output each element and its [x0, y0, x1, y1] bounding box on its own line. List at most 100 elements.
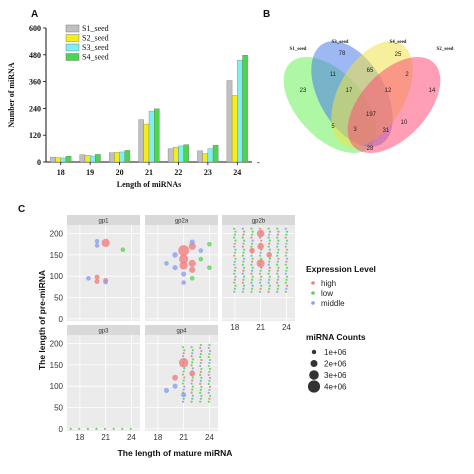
- data-point: [241, 281, 244, 284]
- facet-strip: [67, 325, 140, 335]
- facet-gp2b: gp2b 18 21 24: [222, 215, 295, 332]
- data-point: [172, 374, 178, 381]
- data-point: [250, 260, 254, 263]
- facet-gp2a: gp2a: [145, 215, 218, 321]
- venn-set-ellipse: [347, 56, 441, 154]
- data-point: [190, 391, 193, 394]
- data-point: [268, 287, 271, 290]
- color-legend-label: middle: [321, 299, 345, 308]
- data-point: [258, 290, 262, 293]
- data-point: [199, 364, 202, 368]
- color-legend-swatch: [311, 281, 315, 285]
- bar: [202, 153, 209, 163]
- bar: [138, 119, 144, 163]
- data-point: [198, 248, 204, 253]
- data-point: [234, 257, 237, 260]
- legend-swatch: [65, 53, 80, 61]
- data-point: [200, 376, 203, 379]
- data-point: [234, 239, 237, 242]
- data-point: [78, 427, 81, 430]
- bar-axes: 0 120 240 360 480 600 18 19 20 21 22 23 24 - Length of…: [7, 24, 260, 189]
- size-legend-label: 2e+06: [324, 360, 347, 369]
- data-point: [199, 373, 202, 376]
- data-point: [249, 247, 255, 254]
- data-point: [276, 272, 279, 275]
- data-point: [250, 278, 254, 281]
- x-tick-label: 24: [205, 433, 214, 442]
- data-point: [181, 280, 186, 285]
- bar-marks: [50, 55, 248, 163]
- data-point: [267, 227, 270, 230]
- data-point: [182, 379, 185, 382]
- data-point: [242, 266, 246, 269]
- bar: [178, 145, 184, 163]
- data-point: [208, 370, 211, 374]
- y-axis-title: Number of miRNA: [7, 62, 16, 127]
- venn-set-label: S4_seed: [390, 40, 407, 45]
- x-tick-label: 24: [282, 323, 291, 332]
- data-point: [233, 245, 236, 248]
- data-point: [285, 278, 288, 281]
- data-point: [285, 260, 288, 263]
- facet-panel-bg: [222, 225, 295, 321]
- facet-panel-bg: [67, 225, 140, 321]
- x-tick-label: 24: [233, 168, 241, 177]
- data-point: [190, 355, 193, 358]
- data-point: [208, 397, 211, 400]
- data-point: [268, 242, 271, 245]
- venn-set-label: S1_seed: [290, 47, 307, 52]
- bar: [109, 152, 115, 163]
- data-point: [208, 376, 212, 379]
- color-legend-label: high: [321, 279, 336, 288]
- data-point: [112, 427, 115, 430]
- y-tick-label: 600: [29, 24, 41, 33]
- data-point: [94, 274, 100, 280]
- data-point: [267, 236, 270, 239]
- x-tick-label: 18: [57, 168, 65, 177]
- size-legend-label: 3e+06: [324, 371, 347, 380]
- data-point: [182, 352, 185, 355]
- bar: [119, 151, 125, 163]
- x-tick-label: 19: [86, 168, 94, 177]
- bar: [65, 156, 72, 163]
- data-point: [251, 230, 254, 233]
- y-tick-label: 0: [59, 425, 64, 434]
- data-point: [285, 275, 289, 278]
- data-point: [199, 400, 202, 403]
- data-point: [241, 290, 244, 293]
- data-point: [268, 257, 271, 260]
- panel-label-b: B: [263, 9, 270, 20]
- venn-region-count: 17: [346, 88, 353, 94]
- data-point: [242, 230, 246, 233]
- data-point: [94, 238, 100, 244]
- x-axis-title: Length of miRNAs: [117, 180, 181, 189]
- data-point: [179, 254, 189, 264]
- data-point: [233, 287, 236, 290]
- data-point: [285, 287, 288, 290]
- data-point: [188, 259, 196, 267]
- venn-set-label: S3_seed: [332, 40, 349, 45]
- data-point: [181, 382, 185, 385]
- data-point: [191, 358, 194, 361]
- data-point: [181, 355, 185, 358]
- data-point: [199, 343, 202, 347]
- bar: [89, 155, 96, 163]
- data-point: [207, 400, 210, 403]
- data-point: [181, 400, 185, 403]
- data-point: [86, 276, 91, 281]
- data-point: [276, 251, 279, 254]
- data-point: [285, 269, 288, 272]
- data-point: [250, 242, 254, 245]
- data-point: [277, 230, 280, 233]
- data-point: [233, 290, 236, 293]
- data-point: [234, 230, 237, 233]
- data-point: [199, 388, 202, 391]
- y-tick-label: 50: [54, 404, 63, 413]
- data-point: [277, 248, 280, 251]
- data-point: [276, 269, 279, 272]
- data-point: [208, 349, 212, 353]
- facet-gp4: gp4 18 21 24: [145, 325, 218, 442]
- data-point: [284, 254, 287, 257]
